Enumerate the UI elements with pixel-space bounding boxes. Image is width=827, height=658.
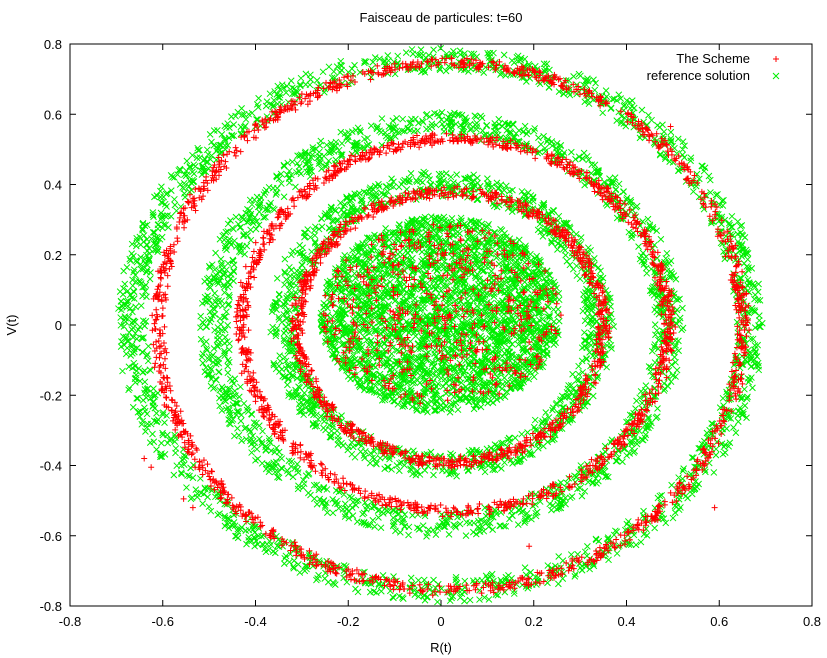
data-points (115, 44, 766, 606)
y-tick-label: 0.2 (44, 248, 62, 263)
legend: The Scheme reference solution (647, 51, 780, 83)
x-axis-label: R(t) (430, 640, 452, 655)
legend-marker (773, 56, 779, 62)
y-tick-label: 0.8 (44, 37, 62, 52)
legend-label: reference solution (647, 68, 750, 83)
chart-title: Faisceau de particules: t=60 (360, 10, 523, 25)
y-tick-label: 0.6 (44, 107, 62, 122)
y-tick-label: -0.2 (40, 388, 62, 403)
series-markers (141, 55, 753, 599)
y-tick-label: -0.8 (40, 599, 62, 614)
x-tick-label: -0.2 (337, 614, 359, 629)
y-tick-label: -0.4 (40, 459, 62, 474)
x-tick-label: -0.8 (59, 614, 81, 629)
y-axis-label: V(t) (4, 315, 19, 336)
x-tick-label: 0.8 (803, 614, 821, 629)
x-tick-label: -0.4 (244, 614, 266, 629)
legend-marker (772, 72, 780, 80)
legend-label: The Scheme (676, 51, 750, 66)
axis-ticks: -0.8 -0.6 -0.4 -0.2 0 0.2 0.4 0.6 0.8 -0.8 -0.6 -0.… (40, 37, 821, 629)
x-tick-label: 0 (437, 614, 444, 629)
y-tick-label: -0.6 (40, 529, 62, 544)
plot-frame (69, 43, 813, 607)
series-the-scheme (141, 55, 753, 599)
y-tick-label: 0 (55, 318, 62, 333)
x-tick-label: -0.6 (152, 614, 174, 629)
y-tick-label: 0.4 (44, 178, 62, 193)
x-tick-label: 0.4 (617, 614, 635, 629)
x-tick-label: 0.6 (710, 614, 728, 629)
x-tick-label: 0.2 (525, 614, 543, 629)
